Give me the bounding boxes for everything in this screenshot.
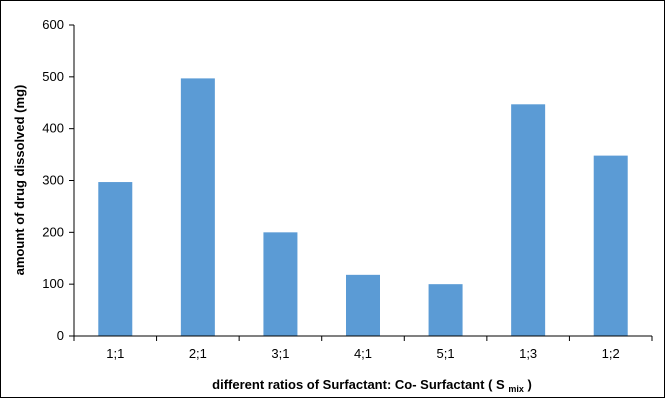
x-tick-label: 5;1	[437, 346, 455, 361]
x-tick-label: 1;3	[519, 346, 537, 361]
y-tick-label: 0	[57, 328, 64, 343]
y-tick-label: 300	[42, 173, 64, 188]
bars	[98, 78, 628, 337]
bar-1-3	[511, 104, 546, 337]
x-tick-label: 4;1	[354, 346, 372, 361]
x-tick-label: 1;1	[106, 346, 124, 361]
bar-2-1	[180, 78, 215, 336]
y-tick-label: 100	[42, 276, 64, 291]
y-tick-label: 200	[42, 224, 64, 239]
y-tick-label: 500	[42, 69, 64, 84]
y-axis-title-text: amount of drug dissolved (mg)	[12, 85, 27, 276]
y-axis-title: amount of drug dissolved (mg)	[12, 85, 27, 276]
bar-1-1	[98, 182, 133, 336]
x-axis-title-symbol: S	[496, 377, 505, 392]
x-axis-title-subscript: mix	[508, 384, 524, 394]
x-axis-title-text: different ratios of Surfactant: Co- Surf…	[212, 377, 485, 392]
bar-3-1	[263, 232, 298, 336]
bar-1-2	[593, 155, 628, 336]
x-axis-title-paren-close: )	[527, 377, 531, 392]
x-axis-ticks: 1;1 2;1 3;1 4;1 5;1 1;3 1;2	[73, 336, 653, 361]
y-tick-label: 600	[42, 17, 64, 32]
bar-4-1	[346, 274, 380, 336]
x-axis-title-paren-open: (	[488, 377, 493, 392]
y-tick-label: 400	[42, 121, 64, 136]
x-axis-title: different ratios of Surfactant: Co- Surf…	[212, 377, 532, 395]
x-tick-label: 1;2	[602, 346, 620, 361]
bar-5-1	[428, 284, 463, 336]
y-axis-ticks: 0 100 200 300 400 500 600	[42, 17, 74, 343]
x-tick-label: 2;1	[189, 346, 207, 361]
x-tick-label: 3;1	[271, 346, 289, 361]
